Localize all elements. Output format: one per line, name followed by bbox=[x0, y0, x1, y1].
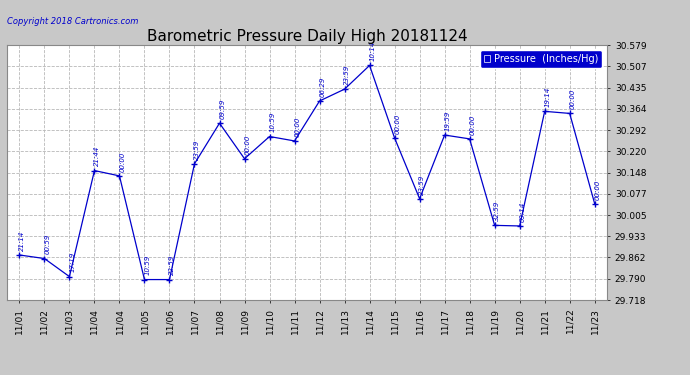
Text: 00:00: 00:00 bbox=[244, 134, 250, 154]
Text: 09:14: 09:14 bbox=[520, 201, 525, 222]
Text: 10:59: 10:59 bbox=[269, 112, 275, 132]
Text: 06:29: 06:29 bbox=[319, 76, 325, 97]
Text: 00:00: 00:00 bbox=[569, 89, 575, 109]
Text: 09:59: 09:59 bbox=[219, 99, 225, 119]
Text: 19:59: 19:59 bbox=[444, 111, 451, 131]
Text: 23:59: 23:59 bbox=[195, 139, 200, 160]
Text: 23:59: 23:59 bbox=[344, 64, 351, 85]
Text: 19:14: 19:14 bbox=[544, 87, 551, 107]
Legend: Pressure  (Inches/Hg): Pressure (Inches/Hg) bbox=[480, 50, 602, 68]
Text: 00:00: 00:00 bbox=[595, 179, 600, 200]
Text: 10:14: 10:14 bbox=[369, 41, 375, 61]
Title: Barometric Pressure Daily High 20181124: Barometric Pressure Daily High 20181124 bbox=[147, 29, 467, 44]
Text: 23:59: 23:59 bbox=[420, 174, 425, 195]
Text: 22:59: 22:59 bbox=[169, 255, 175, 275]
Text: 32:59: 32:59 bbox=[495, 201, 500, 221]
Text: 17:19: 17:19 bbox=[69, 252, 75, 272]
Text: 10:59: 10:59 bbox=[144, 255, 150, 275]
Text: 21:44: 21:44 bbox=[95, 146, 100, 166]
Text: 00:00: 00:00 bbox=[469, 114, 475, 135]
Text: 21:14: 21:14 bbox=[19, 231, 25, 251]
Text: 00:00: 00:00 bbox=[395, 114, 400, 134]
Text: 00:00: 00:00 bbox=[119, 152, 125, 172]
Text: 00:00: 00:00 bbox=[295, 116, 300, 137]
Text: 00:59: 00:59 bbox=[44, 234, 50, 254]
Text: Copyright 2018 Cartronics.com: Copyright 2018 Cartronics.com bbox=[7, 16, 138, 26]
